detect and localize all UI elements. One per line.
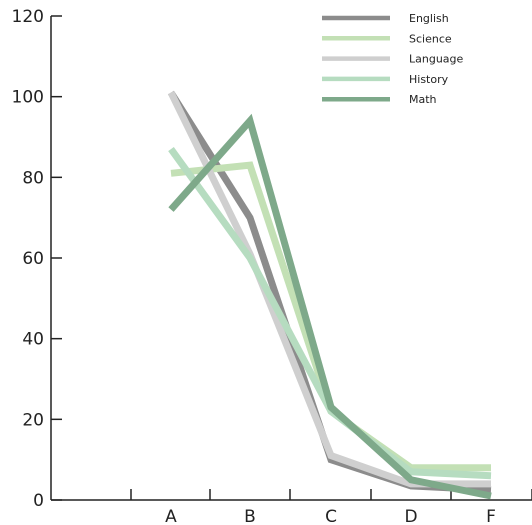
y-tick-label: 60 [22, 249, 44, 269]
y-tick-label: 20 [22, 410, 44, 430]
legend: English Science Language History Math [322, 12, 464, 106]
legend-label: English [409, 12, 449, 25]
series-lines [167, 90, 492, 500]
x-tick-label: A [165, 507, 177, 525]
y-ticks: 0 20 40 60 80 100 120 [12, 7, 62, 511]
legend-label: History [409, 73, 449, 86]
series-line-math [168, 113, 492, 500]
legend-label: Language [409, 53, 464, 66]
legend-label: Science [409, 32, 452, 45]
y-tick-label: 0 [33, 491, 44, 511]
x-tick-label: C [325, 507, 337, 525]
y-tick-label: 120 [12, 7, 44, 27]
x-tick-label: D [404, 507, 417, 525]
y-tick-label: 100 [12, 88, 44, 108]
y-tick-label: 80 [22, 168, 44, 188]
x-tick-label: B [244, 507, 256, 525]
x-tick-label: F [486, 507, 496, 525]
legend-label: Math [409, 93, 437, 106]
y-tick-label: 40 [22, 330, 44, 350]
